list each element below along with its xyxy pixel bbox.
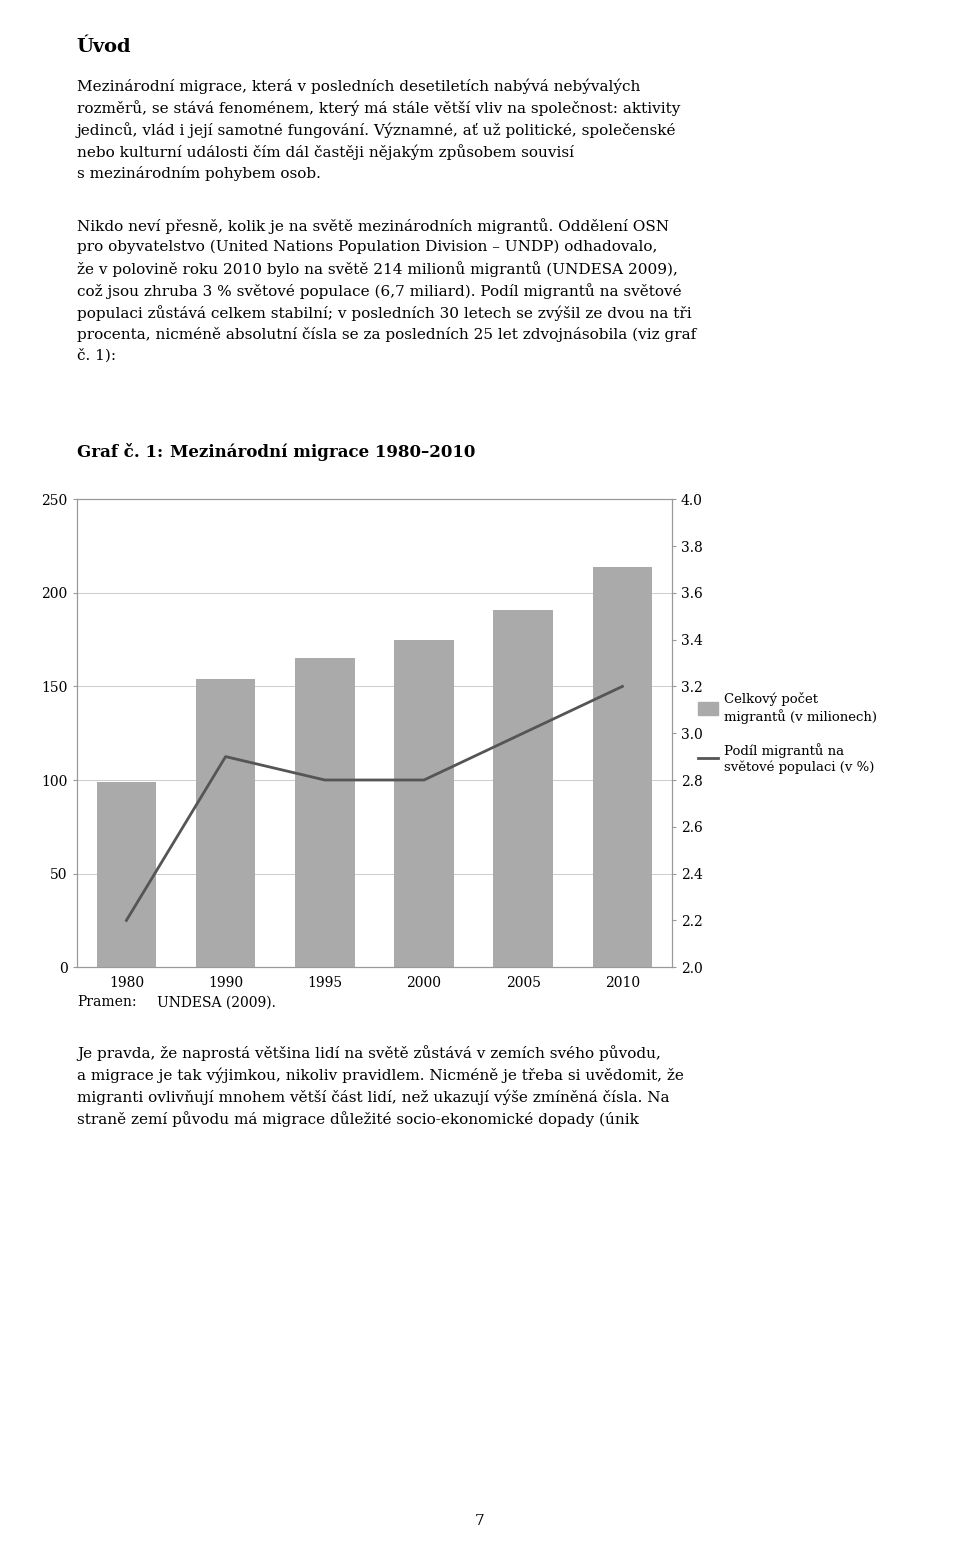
Text: Pramen:: Pramen:: [77, 995, 136, 1009]
Bar: [493, 610, 553, 967]
Bar: [295, 658, 354, 967]
Text: Mezinárodní migrace, která v posledních desetiletích nabývá nebývalých
rozměrů, : Mezinárodní migrace, která v posledních …: [77, 78, 681, 181]
Text: Graf č. 1:: Graf č. 1:: [77, 445, 163, 460]
Bar: [97, 782, 156, 967]
Text: Mezinárodní migrace 1980–2010: Mezinárodní migrace 1980–2010: [170, 443, 475, 462]
Legend: Celkový počet
migrantů (v milionech), Podíl migrantů na
světové populaci (v %): Celkový počet migrantů (v milionech), Po…: [698, 693, 877, 774]
Bar: [592, 566, 652, 967]
Text: Je pravda, že naprostá většina lidí na světě zůstává v zemích svého původu,
a mi: Je pravda, že naprostá většina lidí na s…: [77, 1045, 684, 1126]
Bar: [395, 640, 454, 967]
Text: 7: 7: [475, 1515, 485, 1527]
Text: Úvod: Úvod: [77, 37, 132, 56]
Text: Nikdo neví přesně, kolik je na světě mezinárodních migrantů. Oddělení OSN
pro ob: Nikdo neví přesně, kolik je na světě mez…: [77, 218, 696, 362]
Bar: [196, 679, 255, 967]
Text: UNDESA (2009).: UNDESA (2009).: [157, 995, 276, 1009]
